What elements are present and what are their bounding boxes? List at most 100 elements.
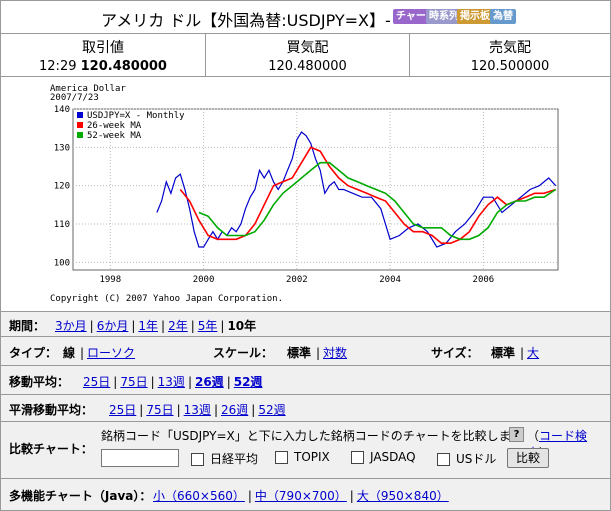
scale-normal: 標準: [287, 346, 312, 360]
sma-option[interactable]: 25日: [109, 403, 137, 417]
sma-options: 25日 | 75日 | 13週 | 26週 | 52週: [109, 401, 286, 418]
separator: |: [190, 319, 195, 333]
ma-option[interactable]: 75日: [120, 375, 148, 389]
checkbox-topix-label: TOPIX: [294, 450, 330, 464]
java-row: 多機能チャート（Java）： 小（660×560） | 中（790×700） | 大（9…: [1, 479, 610, 510]
type-candle-link[interactable]: ローソク: [87, 346, 136, 360]
separator: |: [150, 375, 155, 389]
last-price-value: 120.480000: [80, 59, 167, 74]
ma-option[interactable]: 13週: [157, 375, 185, 389]
checkbox-nikkei-label: 日経平均: [210, 452, 259, 466]
separator: |: [247, 489, 252, 503]
compare-code-input[interactable]: [101, 449, 179, 467]
y-tick-label: 110: [54, 220, 70, 230]
period-option[interactable]: 5年: [197, 319, 218, 333]
board-button[interactable]: 掲示板: [457, 9, 493, 24]
sma-option[interactable]: 13週: [183, 403, 211, 417]
ma-label: 移動平均：: [9, 375, 70, 389]
legend-label: USDJPY=X - Monthly: [87, 111, 185, 121]
java-size-option[interactable]: 小（660×560）: [153, 489, 245, 503]
checkbox-jasdaq[interactable]: [351, 451, 364, 464]
java-size-option[interactable]: 大（950×840）: [356, 489, 449, 503]
java-size-option[interactable]: 中（790×700）: [254, 489, 347, 503]
x-tick-label: 2000: [193, 275, 215, 285]
y-tick-label: 120: [54, 182, 70, 192]
legend-swatch: [77, 122, 83, 128]
sma-label: 平滑移動平均：: [9, 403, 94, 417]
size-large-link[interactable]: 大: [527, 346, 540, 360]
separator: |: [113, 375, 118, 389]
type-line: 線: [63, 346, 76, 360]
separator: |: [226, 375, 231, 389]
series-line-0: [156, 131, 557, 248]
period-label: 期間：: [9, 319, 46, 333]
last-price-label: 取引値: [82, 40, 124, 56]
checkbox-usd[interactable]: [437, 453, 450, 466]
x-tick-label: 2002: [286, 275, 308, 285]
series-line-2: [198, 161, 557, 241]
page-header: アメリカ ドル【外国為替:USDJPY=X】- チャート 時系列 掲示板 為替: [1, 1, 610, 34]
divider: [409, 34, 410, 76]
checkbox-nikkei[interactable]: [191, 453, 204, 466]
legend-label: 52-week MA: [87, 131, 142, 141]
ask-value: 120.500000: [470, 59, 550, 74]
plot-area: [72, 108, 559, 271]
size-normal: 標準: [491, 346, 516, 360]
checkbox-usd-label: USドル: [456, 452, 497, 466]
separator: |: [139, 403, 144, 417]
chart-copyright: Copyright (C) 2007 Yahoo Japan Corporati…: [50, 294, 283, 304]
scale-log-link[interactable]: 対数: [323, 346, 348, 360]
type-row: タイプ： 線 | ローソク スケール： 標準 | 対数 サイズ： 標準 | 大: [1, 337, 610, 366]
period-option[interactable]: 2年: [168, 319, 188, 333]
legend-label: 26-week MA: [87, 121, 142, 131]
ma-options: 25日 | 75日 | 13週 | 26週 | 52週: [83, 373, 262, 390]
separator: |: [213, 403, 218, 417]
series-line-1: [179, 146, 556, 244]
ma-option[interactable]: 26週: [194, 375, 224, 389]
checkbox-jasdaq-label: JASDAQ: [370, 450, 416, 464]
period-option[interactable]: 3か月: [55, 319, 87, 333]
checkbox-topix[interactable]: [275, 451, 288, 464]
separator: |: [161, 319, 166, 333]
bid-value: 120.480000: [268, 59, 347, 74]
price-chart: 100 110 120 130 140 1998 2000 2002 2004 2006 Ameri…: [50, 84, 559, 304]
ma-option[interactable]: 52週: [233, 375, 263, 389]
sma-row: 平滑移動平均： 25日 | 75日 | 13週 | 26週 | 52週: [1, 395, 610, 422]
java-options: 小（660×560） | 中（790×700） | 大（950×840）: [153, 487, 449, 504]
separator: |: [131, 319, 136, 333]
bid-cell: 買気配 120.480000: [206, 34, 409, 76]
x-tick-label: 2006: [473, 275, 495, 285]
forex-button[interactable]: 為替: [490, 9, 516, 24]
period-options: 3か月 | 6か月 | 1年 | 2年 | 5年 | 10年: [55, 317, 256, 334]
ask-cell: 売気配 120.500000: [410, 34, 610, 76]
y-tick-label: 140: [54, 105, 70, 115]
chart-area: 100 110 120 130 140 1998 2000 2002 2004 2006 Ameri…: [1, 77, 610, 312]
period-option[interactable]: 1年: [138, 319, 159, 333]
compare-button[interactable]: 比較: [507, 448, 549, 468]
java-label: 多機能チャート（Java）：: [9, 489, 152, 503]
ma-option[interactable]: 25日: [83, 375, 111, 389]
compare-row: 比較チャート： 銘柄コード「USDJPY=X」と下に入力した銘柄コードのチャート…: [1, 422, 610, 479]
help-icon[interactable]: ?: [509, 427, 524, 442]
period-row: 期間： 3か月 | 6か月 | 1年 | 2年 | 5年 | 10年: [1, 312, 610, 337]
sma-option[interactable]: 26週: [220, 403, 249, 417]
timeseries-button[interactable]: 時系列: [426, 9, 462, 24]
page-title: アメリカ ドル【外国為替:USDJPY=X】-: [101, 11, 391, 30]
last-price-cell: 取引値 12:29 120.480000: [1, 34, 205, 76]
chart-date: 2007/7/23: [50, 93, 99, 103]
divider: [205, 34, 206, 76]
separator: |: [349, 489, 354, 503]
sma-option[interactable]: 52週: [258, 403, 286, 417]
scale-label: スケール：: [213, 346, 274, 360]
ma-row: 移動平均： 25日 | 75日 | 13週 | 26週 | 52週: [1, 366, 610, 395]
period-option[interactable]: 6か月: [96, 319, 129, 333]
type-label: タイプ：: [9, 346, 58, 360]
period-option: 10年: [227, 319, 257, 333]
separator: |: [220, 319, 225, 333]
compare-description: 銘柄コード「USDJPY=X」と下に入力した銘柄コードのチャートを比較します: [101, 429, 523, 443]
sma-option[interactable]: 75日: [146, 403, 174, 417]
compare-label: 比較チャート：: [9, 442, 93, 456]
x-tick-label: 2004: [379, 275, 401, 285]
separator: |: [89, 319, 94, 333]
quote-panel: 取引値 12:29 120.480000 買気配 120.480000 売気配 …: [1, 34, 610, 77]
